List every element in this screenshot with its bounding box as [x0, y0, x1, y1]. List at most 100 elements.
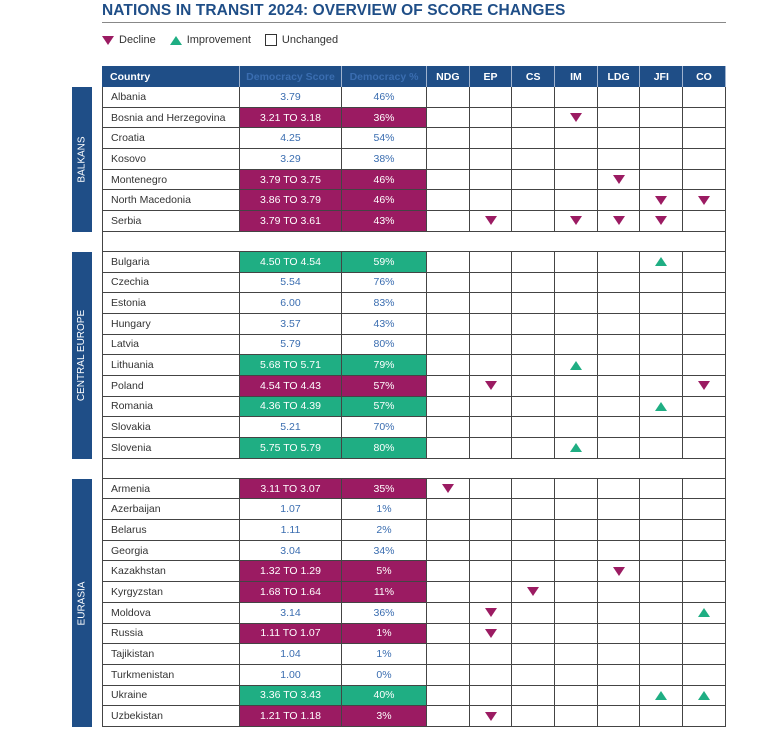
indicator-cell	[512, 313, 556, 335]
indicator-cell	[640, 149, 684, 170]
decline-triangle-icon	[484, 216, 497, 226]
indicator-cell	[427, 499, 470, 521]
decline-triangle-icon	[484, 381, 497, 391]
legend-decline: Decline	[119, 34, 156, 46]
indicator-cell	[555, 664, 598, 686]
country-cell: Romania	[102, 396, 240, 418]
indicator-cell	[555, 623, 598, 645]
indicator-cell	[597, 107, 641, 129]
indicator-cell	[597, 87, 641, 108]
indicator-cell	[427, 664, 470, 686]
improvement-triangle-icon	[169, 35, 182, 45]
democracy-score-cell: 5.54	[240, 272, 342, 294]
indicator-cell	[469, 293, 513, 314]
indicator-cell	[469, 561, 513, 583]
table-row: Slovenia 5.75 TO 5.79 80%	[102, 438, 726, 459]
indicator-cell	[640, 602, 684, 624]
column-header: Country	[102, 66, 240, 87]
indicator-cell	[512, 149, 556, 170]
indicator-cell	[427, 540, 470, 562]
table-row: Croatia 4.25 54%	[102, 128, 726, 150]
democracy-pct-cell: 79%	[342, 355, 427, 376]
indicator-cell	[640, 211, 684, 232]
indicator-cell	[683, 438, 726, 459]
indicator-cell	[597, 602, 641, 624]
decline-triangle-icon	[569, 216, 582, 226]
indicator-cell	[469, 211, 513, 232]
indicator-cell	[640, 396, 684, 418]
table-header: Country Democracy Score Democracy % NDG EP CS…	[102, 66, 726, 87]
country-cell: Moldova	[102, 602, 240, 624]
table-row: Moldova 3.14 36%	[102, 602, 726, 624]
indicator-cell	[640, 520, 684, 541]
group-label: BALKANS	[72, 87, 92, 232]
indicator-cell	[427, 149, 470, 170]
indicator-cell	[555, 334, 598, 356]
country-cell: Bosnia and Herzegovina	[102, 107, 240, 129]
democracy-score-cell: 1.00	[240, 664, 342, 686]
indicator-cell	[597, 396, 641, 418]
democracy-score-cell: 4.25	[240, 128, 342, 150]
indicator-cell	[555, 355, 598, 376]
democracy-score-cell: 1.68 TO 1.64	[240, 582, 342, 603]
indicator-cell	[683, 520, 726, 541]
democracy-score-cell: 1.32 TO 1.29	[240, 561, 342, 583]
indicator-cell	[683, 478, 726, 500]
indicator-cell	[427, 251, 470, 273]
democracy-pct-cell: 43%	[342, 313, 427, 335]
indicator-cell	[469, 272, 513, 294]
page-title: NATIONS IN TRANSIT 2024: OVERVIEW OF SCO…	[102, 2, 566, 19]
indicator-cell	[683, 540, 726, 562]
indicator-cell	[640, 438, 684, 459]
indicator-cell	[640, 334, 684, 356]
democracy-pct-cell: 1%	[342, 499, 427, 521]
democracy-pct-cell: 0%	[342, 664, 427, 686]
legend: Decline Improvement Unchanged	[102, 34, 346, 46]
indicator-cell	[640, 623, 684, 645]
indicator-cell	[469, 602, 513, 624]
indicator-cell	[427, 169, 470, 191]
democracy-score-cell: 3.79 TO 3.61	[240, 211, 342, 232]
indicator-cell	[427, 478, 470, 500]
indicator-cell	[555, 685, 598, 707]
indicator-cell	[683, 87, 726, 108]
indicator-cell	[597, 540, 641, 562]
democracy-score-cell: 5.75 TO 5.79	[240, 438, 342, 459]
indicator-cell	[597, 561, 641, 583]
indicator-cell	[555, 169, 598, 191]
indicator-cell	[555, 644, 598, 665]
indicator-cell	[597, 190, 641, 212]
indicator-cell	[597, 499, 641, 521]
column-header: EP	[470, 66, 513, 87]
democracy-score-cell: 3.04	[240, 540, 342, 562]
indicator-cell	[597, 313, 641, 335]
indicator-cell	[512, 623, 556, 645]
democracy-score-cell: 6.00	[240, 293, 342, 314]
democracy-pct-cell: 59%	[342, 251, 427, 273]
decline-triangle-icon	[102, 35, 114, 45]
group-label-text: BALKANS	[76, 136, 88, 183]
indicator-cell	[427, 561, 470, 583]
indicator-cell	[469, 107, 513, 129]
title-divider	[102, 22, 726, 23]
country-cell: Tajikistan	[102, 644, 240, 665]
indicator-cell	[512, 520, 556, 541]
table-row: Serbia 3.79 TO 3.61 43%	[102, 211, 726, 232]
democracy-pct-cell: 46%	[342, 87, 427, 108]
democracy-pct-cell: 46%	[342, 169, 427, 191]
country-cell: Lithuania	[102, 355, 240, 376]
indicator-cell	[597, 334, 641, 356]
democracy-score-cell: 1.11	[240, 520, 342, 541]
indicator-cell	[469, 664, 513, 686]
indicator-cell	[469, 499, 513, 521]
indicator-cell	[555, 190, 598, 212]
country-cell: Serbia	[102, 211, 240, 232]
indicator-cell	[597, 355, 641, 376]
indicator-cell	[683, 685, 726, 707]
table-row: Azerbaijan 1.07 1%	[102, 499, 726, 521]
indicator-cell	[683, 396, 726, 418]
table-row: Lithuania 5.68 TO 5.71 79%	[102, 355, 726, 376]
democracy-pct-cell: 38%	[342, 149, 427, 170]
democracy-pct-cell: 83%	[342, 293, 427, 314]
democracy-pct-cell: 70%	[342, 417, 427, 438]
